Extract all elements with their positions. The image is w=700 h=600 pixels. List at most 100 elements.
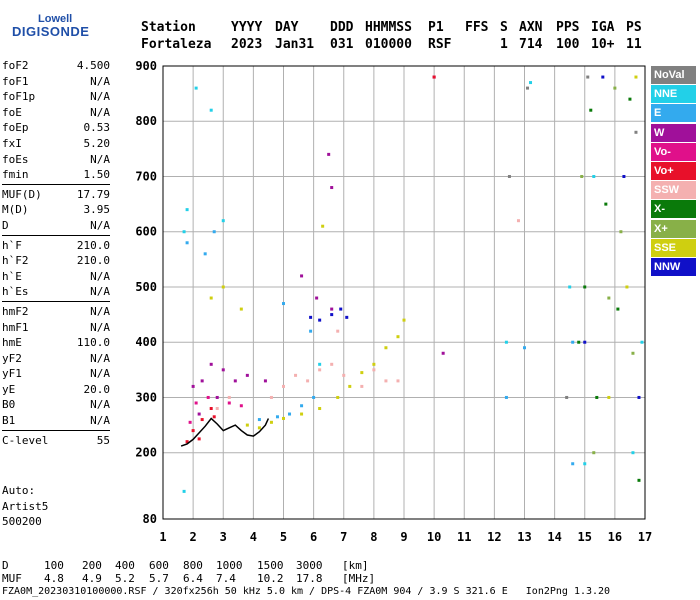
echo-point-w (221, 368, 225, 372)
echo-point-sse (221, 285, 225, 289)
header-value: 100 (556, 37, 580, 52)
echo-point-sse (245, 423, 249, 427)
legend-item-ssw: SSW (651, 181, 696, 200)
auto-code: 500200 (2, 515, 42, 528)
param-row: h`Es N/A (2, 284, 110, 300)
x-tick-label: 2 (190, 530, 197, 544)
echo-point-ssw (516, 219, 520, 223)
y-tick-label: 600 (135, 225, 157, 239)
logo-digisonde: DIGISONDE (12, 24, 90, 39)
header-label: Station (141, 20, 196, 35)
header-label: PS (626, 20, 642, 35)
param-value: 110.0 (76, 336, 110, 350)
muf-cell: 4.9 (82, 572, 102, 585)
param-label: foEp (2, 121, 29, 135)
param-row: hmF2 N/A (2, 304, 110, 320)
header-label: HHMMSS (365, 20, 412, 35)
header-label: FFS (465, 20, 489, 35)
echo-point-noval (586, 75, 590, 79)
legend-item-nne: NNE (651, 85, 696, 104)
distance-cell: 3000 (296, 559, 323, 572)
separator-line (2, 429, 110, 431)
distance-cell: 600 (149, 559, 169, 572)
echo-point-nnw (345, 315, 349, 319)
param-label: yF2 (2, 351, 22, 365)
x-tick-label: 15 (578, 530, 592, 544)
legend-item-x-: X+ (651, 219, 696, 238)
param-row: foF1 N/A (2, 74, 110, 90)
param-row: MUF(D) 17.79 (2, 187, 110, 203)
distance-cell: 100 (44, 559, 64, 572)
param-value: N/A (90, 285, 110, 299)
echo-point-w (300, 274, 304, 278)
echo-point-vo- (227, 401, 231, 405)
echo-point-x- (604, 202, 608, 206)
echo-point-ssw (282, 384, 285, 388)
x-tick-label: 9 (400, 530, 407, 544)
param-value: 17.79 (76, 187, 110, 201)
y-tick-label: 500 (135, 280, 157, 294)
x-tick-label: 3 (220, 530, 227, 544)
header-label: YYYY (231, 20, 263, 35)
echo-point-nnw (637, 395, 641, 399)
echo-point-sse (348, 384, 352, 388)
param-row: hmF1 N/A (2, 320, 110, 336)
auto-program: Artist5 (2, 499, 49, 513)
param-value: 1.50 (83, 168, 111, 182)
param-row: fmin 1.50 (2, 167, 110, 183)
echo-point-noval (507, 174, 511, 178)
autoscaling-info: Auto: Artist5 500200 (2, 483, 48, 530)
param-value: N/A (90, 367, 110, 381)
echo-point-x- (592, 451, 596, 455)
muf-cell: 6.4 (183, 572, 203, 585)
echo-point-nnw (583, 340, 587, 344)
echo-point-nnw (330, 313, 334, 317)
echo-point-sse (321, 224, 325, 228)
echo-point-ssw (294, 373, 298, 377)
distance-cell: 200 (82, 559, 102, 572)
echo-point-ssw (384, 379, 388, 383)
param-label: M(D) (2, 203, 29, 217)
x-tick-label: 7 (340, 530, 347, 544)
echo-point-ssw (306, 379, 310, 383)
param-label: foF1p (2, 90, 36, 104)
param-value: 4.500 (76, 59, 110, 72)
echo-point-sse (360, 371, 364, 375)
echo-point-nne (631, 451, 635, 455)
echo-point-sse (257, 426, 261, 430)
plot-frame (162, 65, 646, 520)
param-row: B0 N/A (2, 397, 110, 413)
echo-point-nnw (601, 75, 605, 79)
echo-point-nne (221, 219, 225, 223)
echo-point-noval (565, 395, 569, 399)
footer-info: FZA0M_20230310100000.RSF / 320fx256h 50 … (2, 586, 611, 597)
echo-point-sse (269, 420, 273, 424)
param-row: yE 20.0 (2, 382, 110, 398)
echo-point-x- (577, 340, 581, 344)
header-label: PPS (556, 20, 580, 35)
param-value: N/A (90, 90, 110, 104)
echo-point-vo- (432, 75, 436, 79)
echo-point-w (327, 152, 331, 156)
param-row: yF2 N/A (2, 351, 110, 367)
echo-point-ssw (227, 395, 231, 399)
echo-point-nnw (309, 315, 313, 319)
param-label: hmE (2, 336, 22, 350)
echo-point-sse (300, 412, 304, 416)
param-label: h`E (2, 269, 22, 283)
echo-point-nne (504, 340, 508, 344)
y-tick-label: 200 (135, 446, 157, 460)
param-value: N/A (90, 414, 110, 428)
x-tick-label: 10 (427, 530, 441, 544)
param-label: foF1 (2, 74, 29, 88)
header-value: Jan31 (275, 37, 315, 52)
param-label: hmF2 (2, 304, 29, 318)
param-value: 20.0 (83, 382, 111, 396)
param-row: D N/A (2, 218, 110, 234)
header-value: 11 (626, 37, 642, 52)
legend-item-sse: SSE (651, 238, 696, 257)
echo-point-e (312, 395, 316, 399)
legend-item-x-: X- (651, 200, 696, 219)
x-tick-label: 16 (608, 530, 622, 544)
echo-point-w (315, 296, 319, 300)
